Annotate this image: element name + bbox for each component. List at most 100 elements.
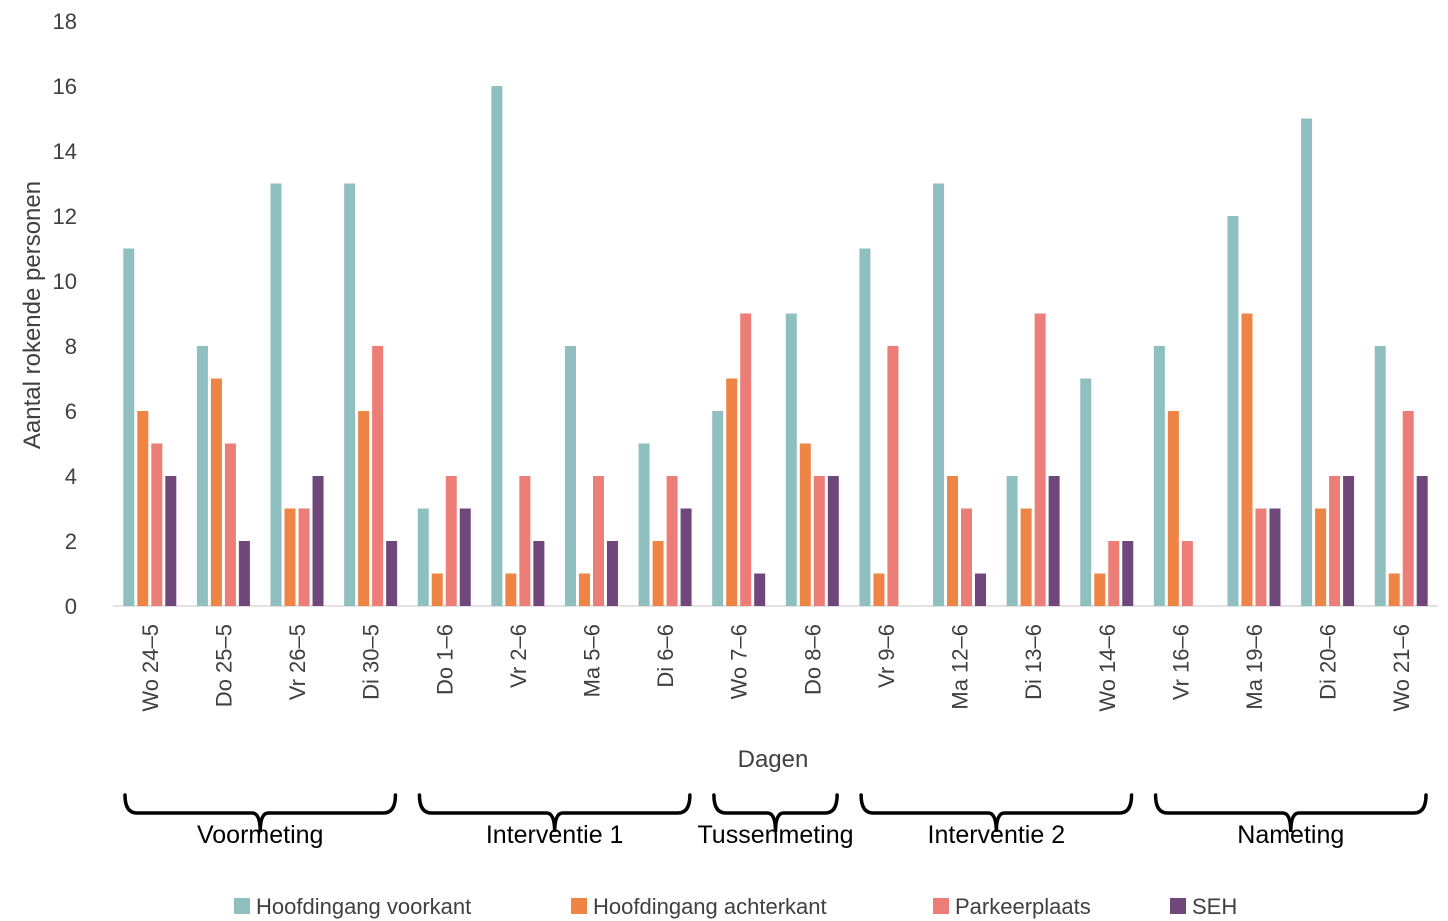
bar-parkeerplaats bbox=[1108, 541, 1120, 606]
bar-parkeerplaats bbox=[1402, 411, 1414, 606]
y-tick-label: 10 bbox=[53, 269, 77, 294]
y-tick-label: 18 bbox=[53, 9, 77, 34]
bar-seh bbox=[1416, 476, 1428, 606]
y-axis-ticks: 0 2 4 6 8 10 12 14 16 18 bbox=[53, 9, 77, 619]
bar-seh bbox=[533, 541, 545, 606]
bar-hoofdingang-voorkant bbox=[712, 411, 724, 606]
bar-hoofdingang-voorkant bbox=[1301, 118, 1313, 606]
bar-parkeerplaats bbox=[519, 476, 531, 606]
bar-seh bbox=[165, 476, 177, 606]
bar-parkeerplaats bbox=[1034, 313, 1046, 606]
bar-parkeerplaats bbox=[592, 476, 604, 606]
bar-hoofdingang-achterkant bbox=[358, 411, 370, 606]
bar-hoofdingang-voorkant bbox=[859, 248, 871, 606]
legend-label: Parkeerplaats bbox=[955, 894, 1091, 919]
bar-hoofdingang-voorkant bbox=[785, 313, 797, 606]
legend-label: SEH bbox=[1192, 894, 1237, 919]
bar-hoofdingang-achterkant bbox=[1094, 573, 1106, 606]
bar-parkeerplaats bbox=[298, 508, 310, 606]
bar-hoofdingang-voorkant bbox=[344, 183, 356, 606]
bar-seh bbox=[975, 573, 987, 606]
x-tick-label: Do 8–6 bbox=[800, 624, 825, 695]
y-tick-label: 16 bbox=[53, 74, 77, 99]
x-tick-label: Wo 14–6 bbox=[1095, 624, 1120, 712]
y-tick-label: 2 bbox=[65, 529, 77, 554]
x-tick-label: Wo 21–6 bbox=[1389, 624, 1414, 712]
bar-hoofdingang-achterkant bbox=[578, 573, 590, 606]
bar-hoofdingang-achterkant bbox=[873, 573, 885, 606]
x-tick-label: Vr 26–5 bbox=[285, 624, 310, 700]
phase-label: Tussenmeting bbox=[697, 821, 853, 849]
bar-parkeerplaats bbox=[1329, 476, 1341, 606]
bar-parkeerplaats bbox=[887, 346, 899, 606]
bar-seh bbox=[680, 508, 692, 606]
bar-hoofdingang-voorkant bbox=[564, 346, 576, 606]
x-tick-label: Do 1–6 bbox=[432, 624, 457, 695]
bar-parkeerplaats bbox=[1181, 541, 1193, 606]
bar-hoofdingang-voorkant bbox=[1153, 346, 1165, 606]
bar-hoofdingang-achterkant bbox=[799, 443, 811, 606]
bar-hoofdingang-achterkant bbox=[431, 573, 443, 606]
bar-hoofdingang-achterkant bbox=[1388, 573, 1400, 606]
bar-parkeerplaats bbox=[224, 443, 236, 606]
x-tick-label: Do 25–5 bbox=[211, 624, 236, 707]
bar-seh bbox=[1269, 508, 1281, 606]
bar-hoofdingang-voorkant bbox=[1080, 378, 1092, 606]
bar-hoofdingang-voorkant bbox=[196, 346, 208, 606]
phase-bracket bbox=[417, 793, 692, 833]
x-tick-label: Ma 12–6 bbox=[948, 624, 973, 710]
bar-parkeerplaats bbox=[961, 508, 973, 606]
x-tick-label: Wo 24–5 bbox=[138, 624, 163, 712]
bar-seh bbox=[1048, 476, 1060, 606]
bar-seh bbox=[312, 476, 324, 606]
x-tick-label: Di 6–6 bbox=[653, 624, 678, 688]
bar-hoofdingang-achterkant bbox=[284, 508, 296, 606]
legend-swatch bbox=[571, 898, 587, 914]
bar-hoofdingang-voorkant bbox=[1227, 216, 1239, 606]
phase-bracket bbox=[1153, 793, 1428, 833]
bar-hoofdingang-achterkant bbox=[652, 541, 664, 606]
bar-hoofdingang-achterkant bbox=[1167, 411, 1179, 606]
bar-parkeerplaats bbox=[813, 476, 825, 606]
phase-bracket bbox=[123, 793, 398, 833]
bar-hoofdingang-achterkant bbox=[137, 411, 149, 606]
phase-label: Interventie 1 bbox=[486, 821, 624, 849]
legend-swatch bbox=[1170, 898, 1186, 914]
x-tick-label: Vr 16–6 bbox=[1168, 624, 1193, 700]
legend: Hoofdingang voorkant Hoofdingang achterka… bbox=[234, 894, 1237, 919]
x-tick-label: Vr 9–6 bbox=[874, 624, 899, 688]
bar-hoofdingang-voorkant bbox=[1006, 476, 1018, 606]
legend-label: Hoofdingang achterkant bbox=[593, 894, 827, 919]
bar-seh bbox=[1122, 541, 1134, 606]
x-axis-label: Dagen bbox=[738, 746, 809, 773]
bar-hoofdingang-achterkant bbox=[1020, 508, 1032, 606]
legend-swatch bbox=[234, 898, 250, 914]
phase-bracket bbox=[712, 793, 839, 833]
bar-hoofdingang-voorkant bbox=[491, 86, 503, 606]
phase-bracket bbox=[859, 793, 1134, 833]
bar-seh bbox=[1343, 476, 1355, 606]
y-tick-label: 14 bbox=[53, 139, 77, 164]
bar-parkeerplaats bbox=[666, 476, 678, 606]
bar-parkeerplaats bbox=[445, 476, 457, 606]
bar-hoofdingang-voorkant bbox=[933, 183, 945, 606]
bar-hoofdingang-voorkant bbox=[123, 248, 135, 606]
bar-seh bbox=[238, 541, 250, 606]
phase-brackets: Voormeting Interventie 1 Tussenmeting Inter… bbox=[123, 793, 1428, 849]
x-tick-label: Wo 7–6 bbox=[727, 624, 752, 699]
x-axis-ticks: Wo 24–5 Do 25–5 Vr 26–5 Di 30–5 Do 1–6 Vr 2–6… bbox=[138, 624, 1414, 712]
phase-label: Voormeting bbox=[197, 821, 323, 849]
phase-label: Nameting bbox=[1237, 821, 1344, 849]
x-tick-label: Di 20–6 bbox=[1316, 624, 1341, 700]
bar-parkeerplaats bbox=[151, 443, 163, 606]
legend-label: Hoofdingang voorkant bbox=[256, 894, 471, 919]
bar-hoofdingang-achterkant bbox=[505, 573, 517, 606]
bar-hoofdingang-achterkant bbox=[210, 378, 222, 606]
bar-seh bbox=[459, 508, 471, 606]
bar-seh bbox=[606, 541, 618, 606]
x-tick-label: Di 13–6 bbox=[1021, 624, 1046, 700]
bar-seh bbox=[754, 573, 766, 606]
y-tick-label: 8 bbox=[65, 334, 77, 359]
x-tick-label: Ma 5–6 bbox=[579, 624, 604, 697]
bar-seh bbox=[386, 541, 398, 606]
